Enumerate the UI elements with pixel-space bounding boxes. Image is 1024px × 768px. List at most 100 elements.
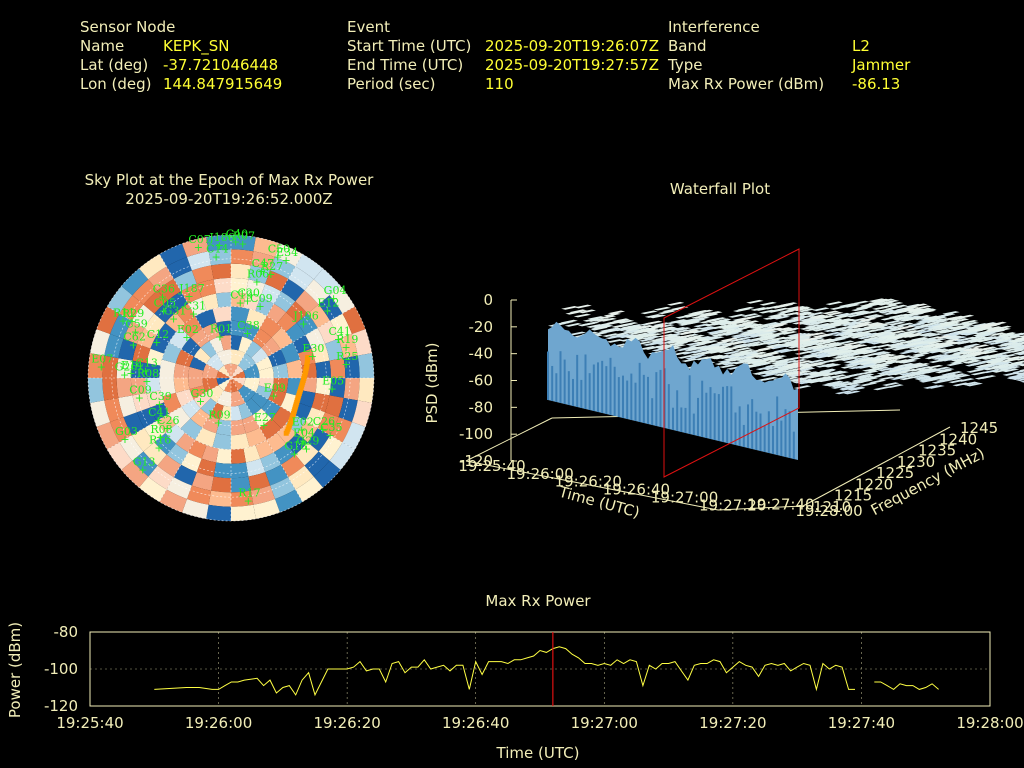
satellite-marker: + xyxy=(341,341,350,354)
sky-cell xyxy=(245,427,267,448)
surface-cell xyxy=(714,361,733,366)
satellite-marker: + xyxy=(153,414,162,427)
sky-cell xyxy=(304,451,330,477)
surface-cell xyxy=(800,341,818,346)
surface-cell xyxy=(908,367,926,372)
surface-cell xyxy=(703,335,721,340)
surface-cell xyxy=(766,355,784,359)
back-left-edge xyxy=(465,417,553,462)
surface-cell xyxy=(900,340,918,344)
surface-cell xyxy=(859,382,878,387)
surface-cell xyxy=(800,319,818,324)
surface-cell xyxy=(646,341,665,346)
surface-cell xyxy=(988,332,1007,337)
sky-cell xyxy=(243,363,260,378)
sky-cell xyxy=(190,408,210,428)
surface-cell xyxy=(838,303,857,308)
surface-cell xyxy=(769,345,787,350)
surface-cell xyxy=(929,327,948,332)
sky-cell xyxy=(166,477,192,499)
surface-cell xyxy=(822,346,840,351)
satellite-marker: + xyxy=(342,358,351,371)
surface-cell xyxy=(728,319,747,324)
surface-cell xyxy=(716,327,735,332)
surface-cell xyxy=(771,322,789,327)
surface-cell xyxy=(797,308,816,313)
surface-cell xyxy=(847,387,865,391)
surface-cell xyxy=(912,352,930,357)
surface-cell xyxy=(854,350,872,354)
satellite-label: C13 xyxy=(136,357,158,370)
waterfall-ticks: 0-20-40-60-80-100-12019:25:4019:26:0019:… xyxy=(458,291,998,520)
surface-cell xyxy=(770,360,789,365)
sky-cell xyxy=(248,472,271,491)
sky-cell xyxy=(180,418,203,440)
z-tick-label: -100 xyxy=(459,425,493,443)
surface-cell xyxy=(669,326,688,331)
rx-x-tick-label: 19:25:40 xyxy=(56,714,123,732)
surface-cell xyxy=(1002,372,1020,376)
surface-cell xyxy=(999,353,1018,358)
surface-cell xyxy=(1009,339,1024,343)
sky-cell xyxy=(189,385,207,400)
surface-cell xyxy=(984,328,1002,333)
surface-cell xyxy=(720,337,738,342)
surface-cell xyxy=(867,300,886,305)
sky-cell xyxy=(325,395,344,418)
surface-cell xyxy=(1002,335,1021,340)
surface-cell xyxy=(869,364,888,369)
surface-cell xyxy=(938,313,956,317)
surface-cell xyxy=(721,361,740,366)
surface-cell xyxy=(749,351,767,356)
sky-cell xyxy=(173,378,190,393)
satellite-marker: + xyxy=(325,429,334,442)
sky-cell xyxy=(213,462,231,479)
sky-cell xyxy=(313,268,341,296)
surface-cell xyxy=(892,333,911,337)
surface-cell xyxy=(757,358,775,363)
satellite-marker: + xyxy=(129,338,138,351)
sky-cell xyxy=(318,295,343,321)
sky-cell xyxy=(96,422,120,450)
surface-cell xyxy=(948,379,966,384)
surface-cell xyxy=(807,371,826,376)
sky-cell xyxy=(209,402,224,420)
sky-cell xyxy=(231,462,249,479)
surface-cell xyxy=(807,359,825,364)
sky-cell xyxy=(218,378,231,391)
waterfall-marker-plane xyxy=(663,248,800,478)
surface-cell xyxy=(892,313,911,318)
sky-cell xyxy=(206,353,224,371)
surface-cell xyxy=(896,359,915,364)
surface-cell xyxy=(935,356,954,361)
waterfall-title: Waterfall Plot xyxy=(669,180,771,198)
sensor-name-value: KEPK_SN xyxy=(163,37,230,55)
surface-cell xyxy=(641,327,659,331)
surface-cell xyxy=(690,329,708,334)
satellite-label: R07 xyxy=(233,229,255,242)
surface-cell xyxy=(892,359,911,364)
sky-cell xyxy=(209,336,224,354)
surface-cell xyxy=(816,376,834,380)
sky-cell xyxy=(273,291,296,313)
time-tick-label: 19:27:20 xyxy=(699,496,766,514)
surface-cell xyxy=(754,307,772,311)
surface-cell xyxy=(887,368,905,373)
satellite-marker: + xyxy=(328,383,337,396)
surface-cell xyxy=(855,346,873,351)
surface-cell xyxy=(887,343,905,348)
sensor-name-label: Name xyxy=(80,37,125,55)
surface-cell xyxy=(682,320,700,324)
sky-cell xyxy=(208,249,231,266)
satellite-label: C41 xyxy=(329,325,351,338)
surface-cell xyxy=(922,322,940,326)
surface-cell xyxy=(996,364,1015,369)
surface-cell xyxy=(823,363,842,368)
surface-cell xyxy=(996,351,1014,355)
sky-cell xyxy=(181,337,201,357)
satellite-label: C19 xyxy=(230,288,252,301)
satellites: +C07 +J186+C40+R07+C50+E34+C14+C47+R27+R0… xyxy=(91,227,358,507)
surface-cell xyxy=(752,354,771,358)
surface-cell xyxy=(644,314,663,318)
sky-cell xyxy=(173,464,197,486)
